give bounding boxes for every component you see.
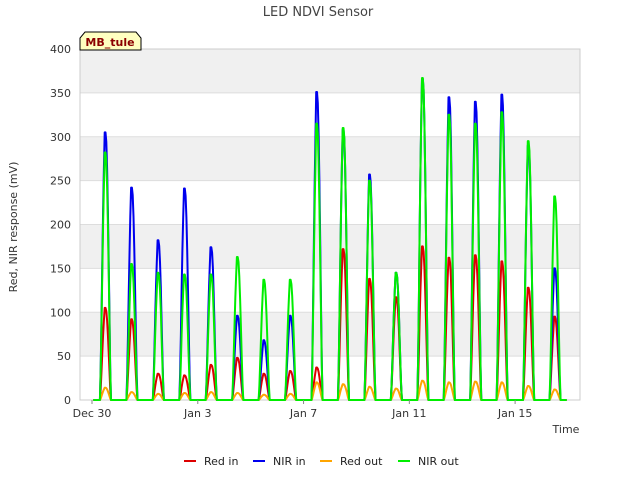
- y-tick-label: 400: [50, 43, 71, 56]
- y-tick-label: 300: [50, 131, 71, 144]
- chart-title: LED NDVI Sensor: [263, 5, 374, 20]
- y-tick-label: 250: [50, 175, 71, 188]
- legend-label-nir-out: NIR out: [418, 455, 459, 468]
- y-axis-title: Red, NIR response (mV): [7, 162, 20, 293]
- y-tick-label: 150: [50, 262, 71, 275]
- y-tick-label: 0: [64, 394, 71, 407]
- x-axis: Dec 30 Jan 3 Jan 7 Jan 11 Jan 15: [73, 400, 532, 420]
- series-line-nir-out: [93, 77, 567, 401]
- x-tick-label: Jan 11: [391, 407, 426, 420]
- plot-band: [80, 49, 580, 93]
- site-label-box: MB_tule: [79, 31, 142, 51]
- y-tick-label: 200: [50, 219, 71, 232]
- plot-bands: [80, 49, 580, 357]
- legend-label-nir-in: NIR in: [273, 455, 306, 468]
- y-tick-label: 350: [50, 87, 71, 100]
- site-label: MB_tule: [85, 36, 134, 49]
- x-tick-label: Dec 30: [73, 407, 112, 420]
- y-axis: 0 50 100 150 200 250 300 350 400: [50, 43, 71, 407]
- y-tick-label: 50: [57, 350, 71, 363]
- legend-label-red-in: Red in: [204, 455, 238, 468]
- plot-band: [80, 136, 580, 181]
- x-tick-label: Jan 7: [289, 407, 317, 420]
- legend: Red in NIR in Red out NIR out: [184, 455, 459, 468]
- legend-label-red-out: Red out: [340, 455, 383, 468]
- x-tick-label: Jan 15: [497, 407, 532, 420]
- y-tick-label: 100: [50, 306, 71, 319]
- x-tick-label: Jan 3: [183, 407, 211, 420]
- x-axis-title: Time: [552, 423, 580, 436]
- plot-band: [80, 224, 580, 269]
- series-layer: [93, 77, 567, 401]
